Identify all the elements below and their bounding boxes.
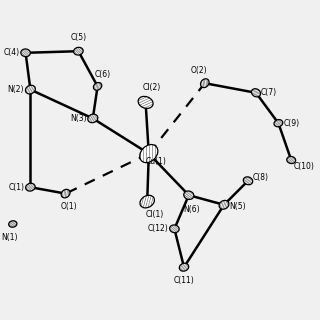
Ellipse shape <box>140 195 155 208</box>
Ellipse shape <box>219 200 229 209</box>
Ellipse shape <box>21 49 30 57</box>
Ellipse shape <box>184 191 194 199</box>
Text: C(1): C(1) <box>9 183 25 192</box>
Ellipse shape <box>74 47 83 55</box>
Text: C(4): C(4) <box>4 48 20 57</box>
Text: N(1): N(1) <box>1 233 18 242</box>
Text: C(11): C(11) <box>174 276 194 284</box>
Text: Cu(1): Cu(1) <box>145 157 166 166</box>
Ellipse shape <box>9 221 17 227</box>
Text: N(3): N(3) <box>70 114 87 123</box>
Ellipse shape <box>25 85 36 94</box>
Ellipse shape <box>170 225 179 233</box>
Ellipse shape <box>26 183 35 191</box>
Text: C(6): C(6) <box>94 70 110 79</box>
Text: C(8): C(8) <box>253 173 269 182</box>
Text: C(9): C(9) <box>283 119 299 128</box>
Text: N(6): N(6) <box>184 205 200 214</box>
Ellipse shape <box>252 89 260 97</box>
Ellipse shape <box>138 96 153 108</box>
Text: C(7): C(7) <box>261 88 277 97</box>
Ellipse shape <box>61 189 70 198</box>
Text: Cl(2): Cl(2) <box>143 84 161 92</box>
Text: O(2): O(2) <box>191 66 207 75</box>
Text: C(5): C(5) <box>70 33 86 42</box>
Ellipse shape <box>93 83 102 90</box>
Text: Cl(1): Cl(1) <box>146 210 164 219</box>
Text: O(1): O(1) <box>60 202 77 211</box>
Text: C(10): C(10) <box>293 162 315 171</box>
Text: N(2): N(2) <box>8 85 24 94</box>
Ellipse shape <box>201 79 209 88</box>
Text: C(12): C(12) <box>148 224 169 233</box>
Ellipse shape <box>140 145 158 163</box>
Ellipse shape <box>287 156 296 164</box>
Text: N(5): N(5) <box>229 202 246 211</box>
Ellipse shape <box>88 114 98 123</box>
Ellipse shape <box>243 177 253 185</box>
Ellipse shape <box>274 120 283 127</box>
Ellipse shape <box>179 263 189 271</box>
